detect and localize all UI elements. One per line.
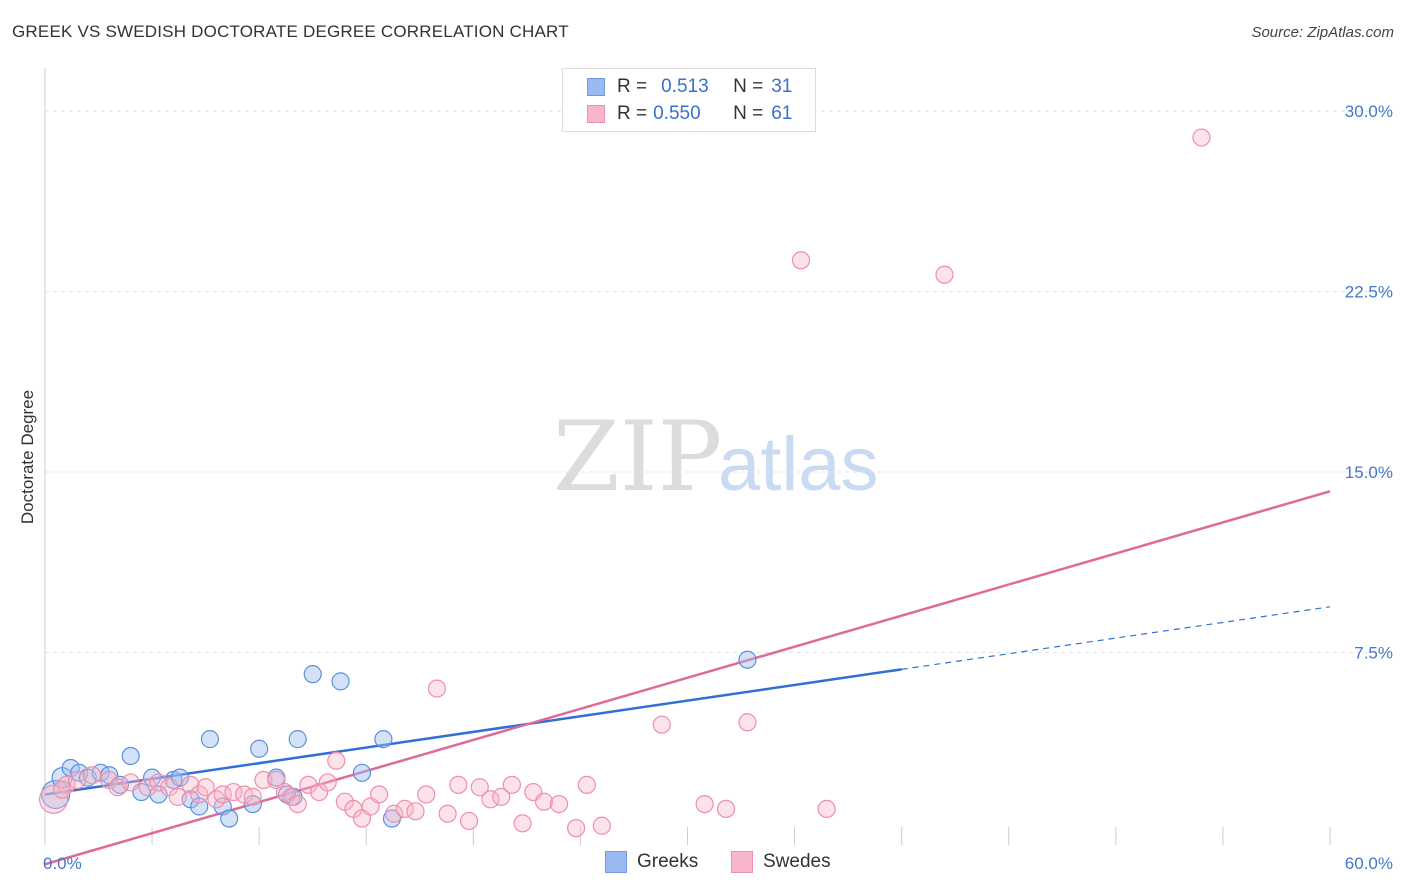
swedes-point [190,785,209,804]
swedes-point [282,787,301,806]
swedes-point [121,773,140,792]
greeks-point [220,809,239,828]
watermark: ZIP atlas [553,401,879,513]
swedes-point [577,775,596,794]
n-label: N = [733,76,764,97]
legend-swedes[interactable]: Swedes [731,851,831,873]
swedes-point [695,794,714,814]
swedes-point [534,792,554,811]
swedes-point [449,775,468,794]
swedes-point [318,773,337,792]
swedes-point [395,799,414,819]
greeks-point [110,775,130,794]
n-value: 61 [771,103,793,124]
gridlines [45,110,1390,653]
swedes-point [438,804,457,823]
x-tick-label-max: 60.0% [1345,854,1393,873]
swedes-legend-swatch [731,851,753,873]
axes [44,68,1331,845]
swedes-point [68,770,87,790]
r-label: R = [617,103,648,124]
r-value: 0.513 [661,76,709,97]
legend-greeks[interactable]: Greeks [605,851,698,873]
swedes-point [138,778,157,797]
swedes-point [384,804,404,823]
swedes-point [513,814,532,833]
greeks-trend-extension [901,606,1331,670]
greeks-point [121,746,140,766]
swedes-point [224,782,243,802]
swedes-point [254,770,273,790]
swedes-trend-line [44,490,1331,866]
y-tick-label: 22.5% [1345,283,1393,302]
swedes-point [417,785,436,804]
trend-lines [44,490,1331,866]
swedes-point [738,713,757,732]
swedes-point [370,785,389,804]
swedes-point [299,775,318,794]
swedes-point [492,787,511,806]
greeks-point [331,672,350,691]
swedes-point [549,794,569,814]
y-axis-label: Doctorate Degree [18,390,37,524]
swedes-point [1192,128,1211,147]
x-tick-label-min: 0.0% [43,854,82,873]
swedes-legend-label: Swedes [763,851,831,872]
greeks-legend-swatch [605,851,627,873]
swedes-point [481,790,500,809]
greeks-point [374,730,393,749]
n-label: N = [733,103,764,124]
watermark-atlas: atlas [718,422,879,507]
swedes-point [817,799,836,819]
n-value: 31 [771,76,793,97]
swedes-point [213,785,232,804]
data-points [38,128,1211,838]
watermark-zip: ZIP [553,401,722,513]
swedes-point [567,819,586,838]
greeks-point [352,763,372,782]
swedes-point [243,787,262,806]
r-value: 0.550 [653,103,701,124]
greeks-point [288,730,307,749]
swedes-point [716,799,736,819]
greeks-point [738,650,757,669]
axis-labels: 7.5% 15.0% 22.5% 30.0% 0.0% 60.0% Doctorate De… [18,102,1393,873]
y-tick-label: 15.0% [1345,463,1393,482]
swedes-point [652,715,671,734]
swedes-point [196,778,215,797]
swedes-swatch [587,105,605,123]
source-label: Source: ZipAtlas.com [1251,24,1394,41]
legend-row-greeks: R = 0.513 N = 31 [587,75,792,99]
greeks-point [303,665,322,684]
y-tick-label: 7.5% [1354,644,1393,663]
swedes-point [406,802,425,821]
swedes-point [470,778,489,797]
swedes-point [83,766,102,785]
swedes-point [427,679,447,698]
chart-title: GREEK VS SWEDISH DOCTORATE DEGREE CORREL… [12,22,569,41]
swedes-point [168,787,187,806]
swedes-point [791,251,811,270]
greeks-point [200,730,220,749]
swedes-point [53,780,72,799]
legend-row-swedes: R = 0.550 N = 61 [587,102,792,126]
swedes-point [502,775,521,794]
swedes-point [592,816,611,835]
swedes-point [935,265,954,284]
greeks-point [250,739,269,758]
y-tick-label: 30.0% [1345,102,1393,121]
greeks-swatch [587,78,605,96]
r-label: R = [617,76,648,97]
stats-legend: R = 0.513 N = 31 R = 0.550 N = 61 [562,68,816,132]
swedes-point [288,794,307,814]
swedes-point [459,811,479,831]
swedes-point [149,773,168,792]
swedes-point [327,751,346,770]
swedes-point [38,784,69,814]
greeks-legend-label: Greeks [637,851,699,872]
